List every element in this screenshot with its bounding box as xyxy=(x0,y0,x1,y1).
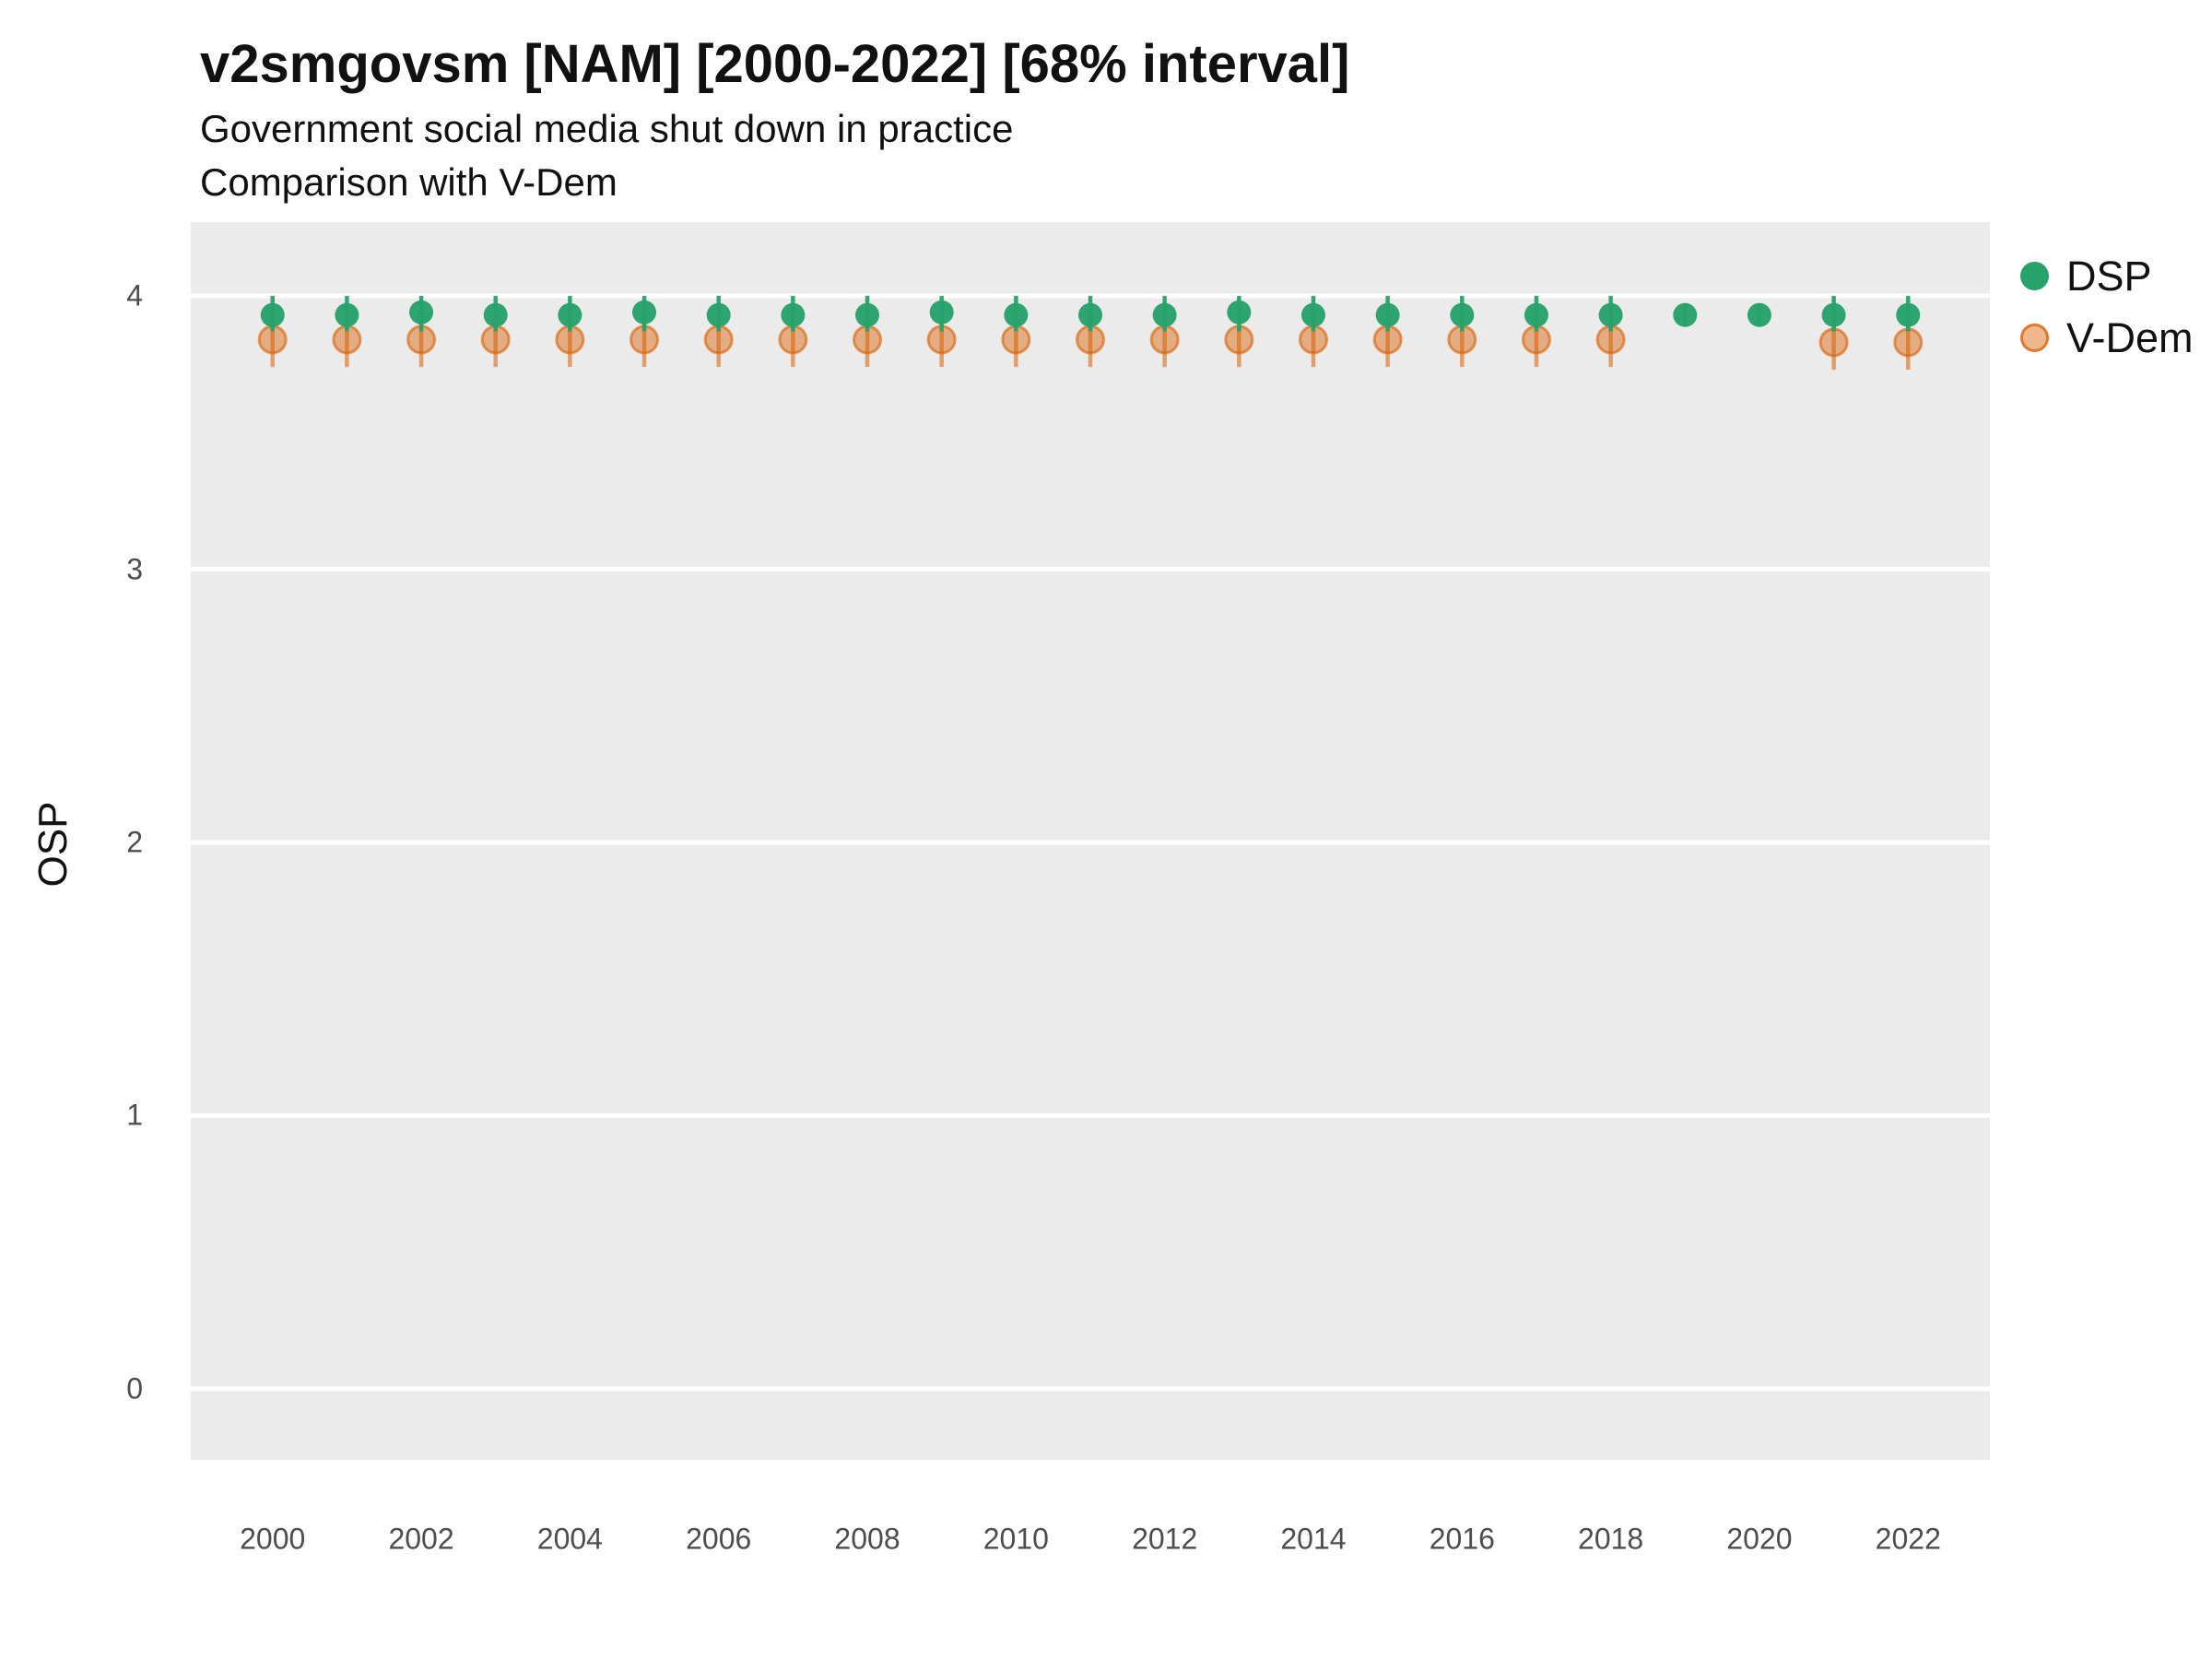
x-tick-label: 2004 xyxy=(536,1522,603,1556)
chart-subtitle-line2: Comparison with V-Dem xyxy=(200,160,618,204)
dsp-point xyxy=(1152,302,1177,327)
dsp-point xyxy=(929,300,954,324)
x-tick-label: 2018 xyxy=(1578,1522,1644,1556)
vdem-point xyxy=(1818,327,1849,358)
dsp-point xyxy=(1300,302,1325,327)
dsp-point xyxy=(1896,302,1921,327)
legend-item-vdem: V-Dem xyxy=(2020,307,2194,369)
dsp-point xyxy=(409,300,434,324)
vdem-point xyxy=(1893,327,1924,358)
legend-swatch-vdem-icon xyxy=(2020,324,2049,352)
dsp-point xyxy=(1375,302,1400,327)
dsp-point xyxy=(781,302,806,327)
dsp-point xyxy=(1598,302,1623,327)
dsp-point xyxy=(1078,302,1102,327)
x-tick-label: 2012 xyxy=(1132,1522,1198,1556)
dsp-point xyxy=(632,300,657,324)
dsp-point xyxy=(1747,302,1771,327)
x-tick-label: 2000 xyxy=(240,1522,306,1556)
x-tick-label: 2016 xyxy=(1429,1522,1495,1556)
x-tick-label: 2006 xyxy=(686,1522,752,1556)
y-tick-label: 1 xyxy=(126,1098,143,1132)
x-tick-label: 2014 xyxy=(1280,1522,1347,1556)
dsp-point xyxy=(1004,302,1029,327)
legend-label-dsp: DSP xyxy=(2066,252,2152,300)
dsp-point xyxy=(483,302,508,327)
chart-title: v2smgovsm [NAM] [2000-2022] [68% interva… xyxy=(200,34,1350,94)
dsp-point xyxy=(855,302,880,327)
dsp-point xyxy=(260,302,285,327)
dsp-point xyxy=(558,302,582,327)
dsp-point xyxy=(1227,300,1252,324)
y-tick-label: 0 xyxy=(126,1371,143,1406)
x-tick-label: 2022 xyxy=(1875,1522,1941,1556)
x-tick-label: 2010 xyxy=(982,1522,1049,1556)
dsp-point xyxy=(1450,302,1475,327)
y-tick-label: 3 xyxy=(126,552,143,585)
dsp-point xyxy=(335,302,359,327)
x-tick-label: 2008 xyxy=(834,1522,900,1556)
x-tick-label: 2020 xyxy=(1726,1522,1793,1556)
dsp-point xyxy=(706,302,731,327)
y-tick-label: 4 xyxy=(126,278,143,312)
dsp-point xyxy=(1821,302,1846,327)
legend: DSP V-Dem xyxy=(2020,245,2194,369)
dsp-point xyxy=(1673,302,1698,327)
legend-label-vdem: V-Dem xyxy=(2066,313,2194,361)
legend-swatch-dsp-icon xyxy=(2020,262,2049,290)
y-tick-label: 2 xyxy=(126,825,143,859)
legend-item-dsp: DSP xyxy=(2020,245,2194,307)
chart-subtitle-line1: Government social media shut down in pra… xyxy=(200,107,1014,150)
dsp-point xyxy=(1524,302,1548,327)
x-tick-label: 2002 xyxy=(388,1522,454,1556)
